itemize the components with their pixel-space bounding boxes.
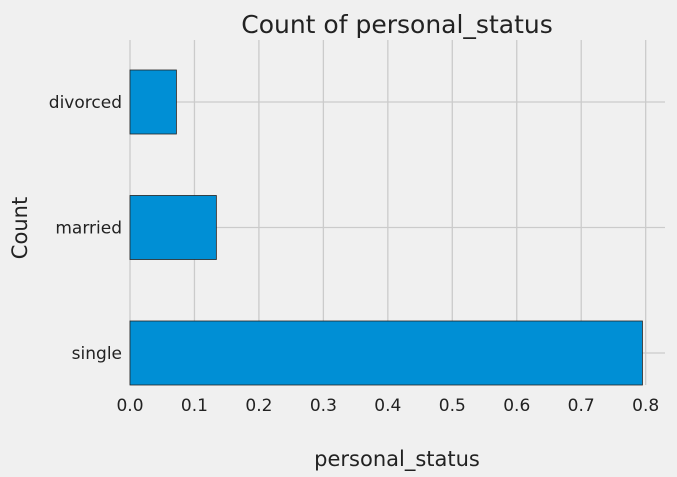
y-tick-label-married: married	[55, 219, 122, 239]
x-tick-label: 0.5	[439, 396, 466, 416]
bar-divorced	[129, 69, 177, 135]
x-tick-label: 0.2	[245, 396, 272, 416]
chart-title: Count of personal_status	[241, 10, 553, 39]
x-tick-label: 0.7	[568, 396, 595, 416]
x-tick-label: 0.6	[503, 396, 530, 416]
bar-married	[129, 195, 217, 260]
y-tick-labels: single married divorced	[49, 93, 122, 364]
x-tick-label: 0.4	[374, 396, 401, 416]
y-axis-label: Count	[8, 197, 32, 259]
x-axis-label: personal_status	[314, 447, 480, 472]
x-tick-label: 0.1	[181, 396, 208, 416]
bar-single	[129, 320, 643, 386]
x-tick-label: 0.3	[310, 396, 337, 416]
x-tick-label: 0.0	[116, 396, 143, 416]
x-tick-labels: 0.0 0.1 0.2 0.3 0.4 0.5 0.6 0.7 0.8	[116, 396, 659, 416]
y-tick-label-divorced: divorced	[49, 93, 122, 113]
x-tick-label: 0.8	[632, 396, 659, 416]
bars	[129, 69, 643, 386]
y-tick-label-single: single	[72, 344, 122, 364]
